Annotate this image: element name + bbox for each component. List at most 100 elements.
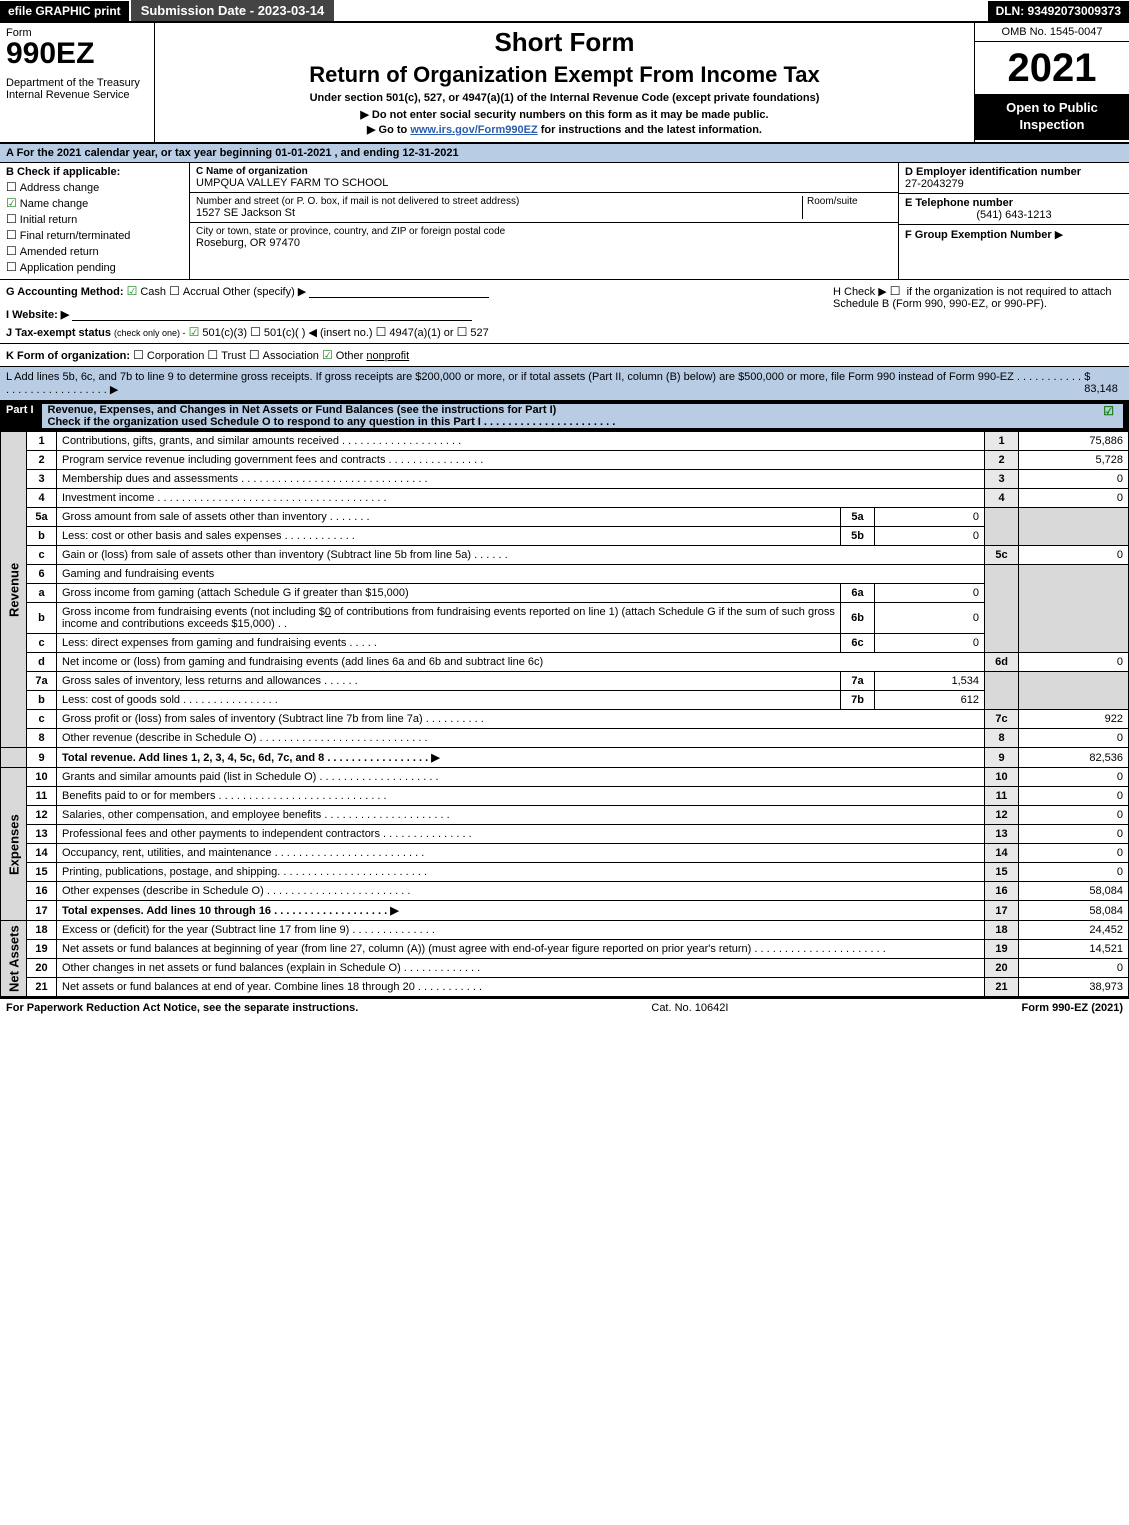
org-name: UMPQUA VALLEY FARM TO SCHOOL (196, 177, 892, 189)
l9-val: 82,536 (1019, 748, 1129, 768)
row-h: H Check ▶ if the organization is not req… (823, 284, 1123, 339)
l7c-num: c (27, 710, 57, 729)
chk-address-change[interactable]: Address change (6, 180, 183, 194)
website-blank[interactable] (72, 309, 472, 321)
l10-val: 0 (1019, 768, 1129, 787)
l7c-desc: Gross profit or (loss) from sales of inv… (57, 710, 985, 729)
l6c-subval: 0 (875, 634, 985, 653)
l5b-subval: 0 (875, 527, 985, 546)
row-g: G Accounting Method: Cash Accrual Other … (6, 284, 823, 298)
l3-val: 0 (1019, 470, 1129, 489)
l3-ln: 3 (985, 470, 1019, 489)
l6a-sub: 6a (841, 584, 875, 603)
l6a-desc: Gross income from gaming (attach Schedul… (57, 584, 841, 603)
dln-number: DLN: 93492073009373 (988, 1, 1129, 21)
l17-desc-b: Total expenses. Add lines 10 through 16 … (62, 905, 399, 917)
l20-desc: Other changes in net assets or fund bala… (57, 959, 985, 978)
l15-desc: Printing, publications, postage, and shi… (57, 863, 985, 882)
l10-ln: 10 (985, 768, 1019, 787)
l18-num: 18 (27, 921, 57, 940)
l1-desc: Contributions, gifts, grants, and simila… (57, 432, 985, 451)
l6b-pre: Gross income from fundraising events (no… (62, 606, 325, 618)
k-other[interactable]: Other (322, 350, 363, 362)
room-suite-label: Room/suite (802, 196, 892, 219)
g-other-blank[interactable] (309, 286, 489, 298)
j-501c3[interactable]: 501(c)(3) (189, 327, 247, 339)
h-checkbox[interactable] (890, 286, 904, 298)
chk-initial-return[interactable]: Initial return (6, 212, 183, 226)
l8-val: 0 (1019, 729, 1129, 748)
l8-num: 8 (27, 729, 57, 748)
l5c-desc: Gain or (loss) from sale of assets other… (57, 546, 985, 565)
l2-ln: 2 (985, 451, 1019, 470)
l2-val: 5,728 (1019, 451, 1129, 470)
l6b-subval: 0 (875, 603, 985, 634)
g-cash[interactable]: Cash (127, 286, 166, 298)
j-501c[interactable]: 501(c)( ) ◀ (insert no.) (250, 327, 372, 339)
chk-amended-return[interactable]: Amended return (6, 244, 183, 258)
part-1-header: Part I Revenue, Expenses, and Changes in… (0, 401, 1129, 431)
g-accrual[interactable]: Accrual (169, 286, 219, 298)
l6-num: 6 (27, 565, 57, 584)
footer-right: Form 990-EZ (2021) (1022, 1002, 1123, 1014)
l11-desc: Benefits paid to or for members . . . . … (57, 787, 985, 806)
k-trust[interactable]: Trust (207, 350, 245, 362)
l4-num: 4 (27, 489, 57, 508)
l7-shade-val (1019, 672, 1129, 710)
row-a-tax-year: A For the 2021 calendar year, or tax yea… (0, 144, 1129, 163)
l5b-desc: Less: cost or other basis and sales expe… (57, 527, 841, 546)
rev-side-end (1, 748, 27, 768)
j-4947[interactable]: 4947(a)(1) or (376, 327, 454, 339)
l19-num: 19 (27, 940, 57, 959)
j-527[interactable]: 527 (457, 327, 489, 339)
l8-ln: 8 (985, 729, 1019, 748)
l13-ln: 13 (985, 825, 1019, 844)
l6a-subval: 0 (875, 584, 985, 603)
l9-num: 9 (27, 748, 57, 768)
section-bcdef: B Check if applicable: Address change Na… (0, 163, 1129, 280)
l16-num: 16 (27, 882, 57, 901)
l6-shade (985, 565, 1019, 653)
g-label: G Accounting Method: (6, 286, 124, 298)
chk-name-change[interactable]: Name change (6, 196, 183, 210)
l4-val: 0 (1019, 489, 1129, 508)
part-1-sched-o-check[interactable] (1103, 404, 1117, 428)
col-b-title: B Check if applicable: (6, 166, 120, 178)
part-1-title-wrap: Revenue, Expenses, and Changes in Net As… (42, 404, 1123, 428)
row-j: J Tax-exempt status (check only one) - 5… (6, 325, 823, 339)
l6d-val: 0 (1019, 653, 1129, 672)
revenue-side-label: Revenue (1, 432, 27, 748)
l9-desc-b: Total revenue. Add lines 1, 2, 3, 4, 5c,… (62, 752, 440, 764)
l14-val: 0 (1019, 844, 1129, 863)
l12-num: 12 (27, 806, 57, 825)
k-corp[interactable]: Corporation (133, 350, 204, 362)
l15-num: 15 (27, 863, 57, 882)
col-b-checkboxes: B Check if applicable: Address change Na… (0, 163, 190, 279)
phone-cell: E Telephone number (541) 643-1213 (899, 194, 1129, 225)
j-sub: (check only one) - (114, 328, 186, 338)
short-form-title: Short Form (163, 27, 966, 58)
lines-table: Revenue 1 Contributions, gifts, grants, … (0, 431, 1129, 997)
l7b-num: b (27, 691, 57, 710)
l5a-desc: Gross amount from sale of assets other t… (57, 508, 841, 527)
l5a-subval: 0 (875, 508, 985, 527)
l4-ln: 4 (985, 489, 1019, 508)
row-l: L Add lines 5b, 6c, and 7b to line 9 to … (0, 367, 1129, 401)
k-assoc[interactable]: Association (249, 350, 319, 362)
efile-label[interactable]: efile GRAPHIC print (0, 1, 129, 21)
chk-final-return[interactable]: Final return/terminated (6, 228, 183, 242)
city-label: City or town, state or province, country… (196, 226, 892, 237)
l6-desc: Gaming and fundraising events (57, 565, 985, 584)
header-center: Short Form Return of Organization Exempt… (155, 23, 974, 142)
l4-desc: Investment income . . . . . . . . . . . … (57, 489, 985, 508)
l16-val: 58,084 (1019, 882, 1129, 901)
l8-desc: Other revenue (describe in Schedule O) .… (57, 729, 985, 748)
l13-val: 0 (1019, 825, 1129, 844)
ein-value: 27-2043279 (905, 178, 964, 190)
irs-link[interactable]: www.irs.gov/Form990EZ (410, 124, 537, 136)
l6c-num: c (27, 634, 57, 653)
note2-post: for instructions and the latest informat… (538, 124, 762, 136)
h-pre: H Check ▶ (833, 286, 887, 298)
l1-ln: 1 (985, 432, 1019, 451)
chk-application-pending[interactable]: Application pending (6, 260, 183, 274)
